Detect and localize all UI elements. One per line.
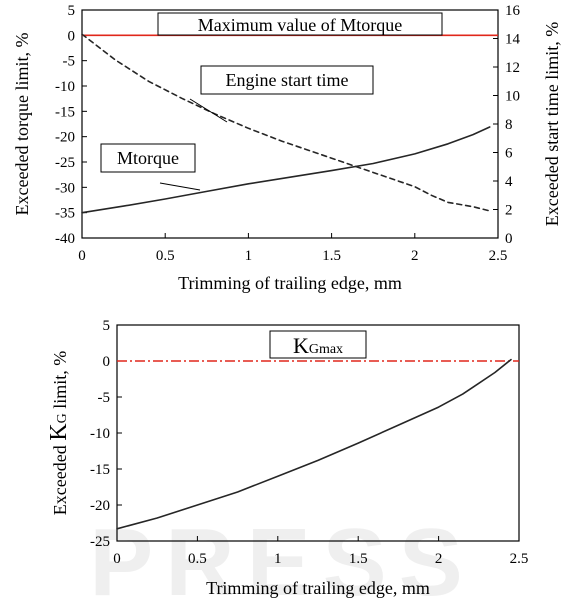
kg-y-title-suffix: limit, % — [50, 351, 70, 414]
chart1-series-0-line — [116, 358, 512, 530]
chart0-y2-tick-label: 0 — [505, 231, 513, 247]
chart0-x-tick-label: 2 — [411, 248, 419, 264]
chart0-y2-tick-label: 12 — [505, 60, 520, 76]
torque-chart-y2-axis-title: Exceeded start time limit, % — [542, 22, 562, 226]
chart1-x-tick-label: 2.5 — [510, 551, 529, 567]
chart1-y-tick-label: 0 — [103, 354, 111, 370]
chart0-y-tick-label: -40 — [55, 231, 75, 247]
torque-chart-y-axis-title: Exceeded torque limit, % — [12, 33, 32, 216]
chart0-y2-tick-label: 4 — [505, 174, 513, 190]
chart0-y-tick-label: -30 — [55, 180, 75, 196]
kg-y-title-k: K — [46, 423, 72, 441]
chart0-y2-tick-label: 2 — [505, 203, 513, 219]
chart0-y-tick-label: -25 — [55, 155, 75, 171]
kg-y-title-prefix: Exceeded — [50, 441, 70, 515]
chart0-y2-tick-label: 14 — [505, 32, 521, 48]
chart0-y2-tick-label: 6 — [505, 146, 513, 162]
mtorque-label: Mtorque — [117, 148, 179, 168]
chart0-x-tick-label: 2.5 — [489, 248, 508, 264]
chart0-x-tick-label: 1.5 — [322, 248, 341, 264]
chart0-y2-tick-label: 16 — [505, 3, 521, 19]
kg-chart-series — [116, 358, 519, 530]
torque-chart-series — [81, 33, 498, 214]
max-mtorque-label-box — [157, 12, 443, 36]
chart1-y-tick-label: -5 — [98, 390, 111, 406]
chart1-x-tick-label: 1.5 — [349, 551, 368, 567]
chart0-x-tick-label: 1 — [245, 248, 253, 264]
chart1-y-tick-label: -10 — [90, 426, 110, 442]
kgmax-label: KGmax — [293, 333, 343, 358]
torque-chart-ticks: 0 0.5 1 1.5 2 2.5 5 0 -5 -10 -15 -20 -25 -30 -35 -40 16 1… — [55, 3, 521, 264]
kg-chart-y-axis-title: Exceeded KG limit, % — [46, 351, 72, 515]
kg-chart-plot-frame — [116, 324, 520, 542]
torque-chart: 0 0.5 1 1.5 2 2.5 5 0 -5 -10 -15 -20 -25 -30 -35 -40 16 1… — [12, 3, 562, 293]
chart0-y-tick-label: 0 — [68, 28, 76, 44]
chart1-x-tick-label: 2 — [435, 551, 443, 567]
chart1-y-tick-label: -15 — [90, 462, 110, 478]
chart0-y2-tick-label: 10 — [505, 89, 520, 105]
chart1-y-tick-label: -20 — [90, 498, 110, 514]
kg-chart-ticks: 0 0.5 1 1.5 2 2.5 5 0 -5 -10 -15 -20 -25 — [90, 318, 528, 567]
chart1-x-tick-label: 1 — [274, 551, 282, 567]
chart1-y-tick-label: -25 — [90, 534, 110, 550]
kgmax-label-k: K — [293, 333, 309, 358]
chart1-x-tick-label: 0 — [113, 551, 121, 567]
chart0-y-tick-label: -15 — [55, 104, 75, 120]
max-mtorque-label: Maximum value of Mtorque — [198, 15, 402, 35]
chart0-y2-tick-label: 8 — [505, 117, 513, 133]
chart0-y-tick-label: -10 — [55, 79, 75, 95]
kg-y-title-sub: G — [55, 413, 70, 423]
kgmax-label-box — [269, 330, 367, 359]
torque-chart-plot-frame — [81, 9, 499, 239]
kg-chart: 0 0.5 1 1.5 2 2.550-5-10-15-20-25 KGmax Trimm… — [46, 318, 528, 598]
kg-chart-x-axis-title: Trimming of trailing edge, mm — [206, 578, 430, 598]
chart0-series-1-line — [81, 33, 491, 212]
mtorque-leader-line — [159, 182, 201, 191]
chart0-y-tick-label: -5 — [63, 54, 76, 70]
engine-start-label: Engine start time — [226, 70, 349, 90]
watermark-text: PRESS — [89, 509, 474, 602]
torque-chart-x-axis-title: Trimming of trailing edge, mm — [178, 273, 402, 293]
chart0-y-tick-label: -20 — [55, 130, 75, 146]
engine-start-leader-line — [189, 98, 228, 123]
chart0-series-0-line — [81, 126, 491, 214]
kgmax-label-sub: Gmax — [309, 342, 343, 357]
mtorque-label-box — [100, 143, 196, 173]
chart0-y-tick-label: 5 — [68, 3, 76, 19]
chart0-y-tick-label: -35 — [55, 206, 75, 222]
engine-start-label-box — [200, 65, 374, 95]
chart1-x-tick-label: 0.5 — [188, 551, 207, 567]
chart0-x-tick-label: 0.5 — [156, 248, 175, 264]
chart1-y-tick-label: 5 — [103, 318, 111, 334]
chart0-x-tick-label: 0 — [78, 248, 86, 264]
